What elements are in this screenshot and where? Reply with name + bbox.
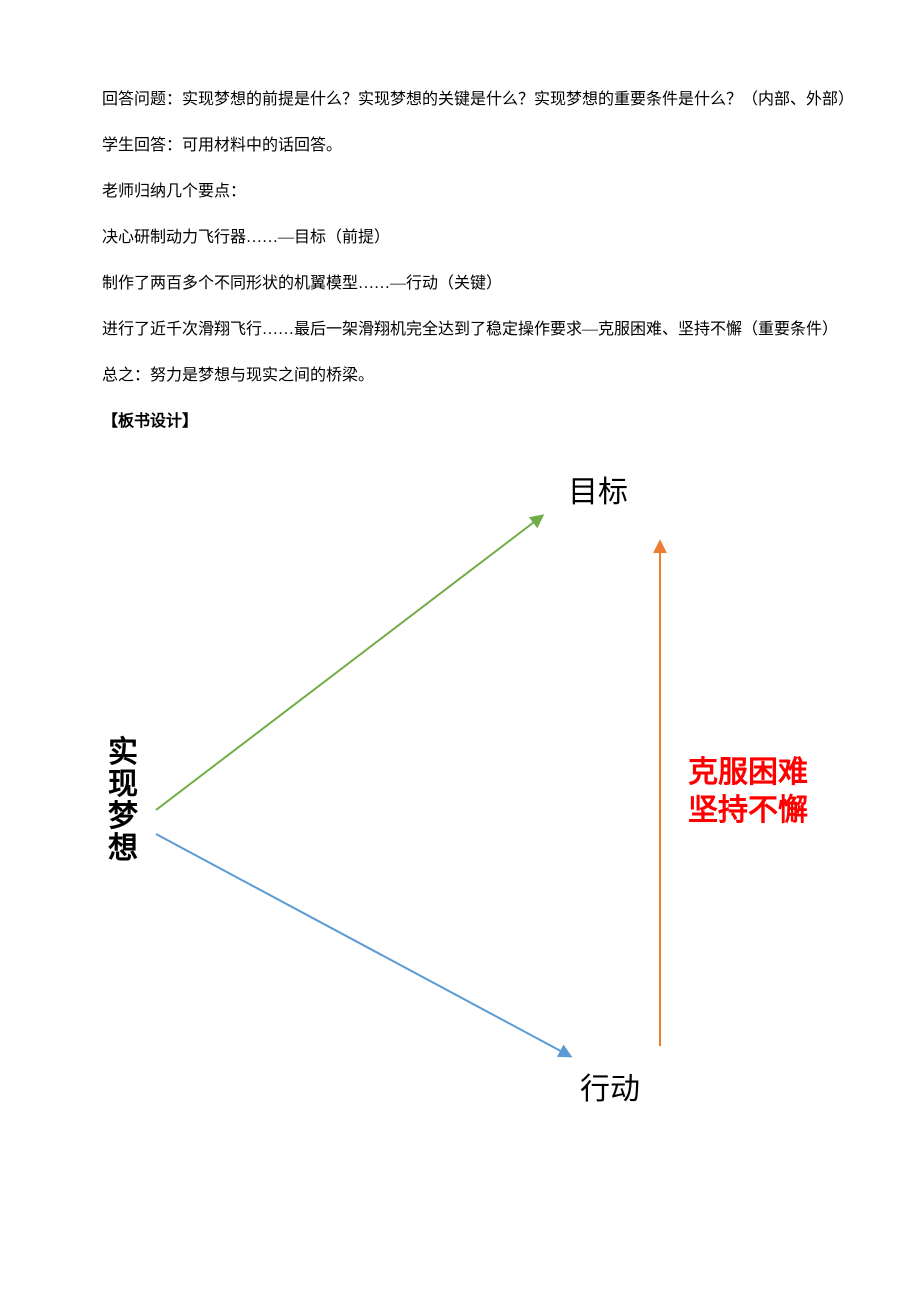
diagram-svg: 目标行动 实现梦想 克服困难坚持不懈 bbox=[70, 444, 850, 1124]
paragraph-student-answer: 学生回答：可用材料中的话回答。 bbox=[70, 134, 850, 158]
paragraph-summary: 总之：努力是梦想与现实之间的桥梁。 bbox=[70, 364, 850, 388]
diagram-label-right_line2: 坚持不懈 bbox=[688, 793, 808, 827]
diagram-label-left_line2: 现 bbox=[108, 768, 138, 801]
diagram-label-left_line4: 想 bbox=[108, 832, 138, 865]
arrow-blue bbox=[156, 834, 570, 1056]
paragraph-point-goal: 决心研制动力飞行器……—目标（前提） bbox=[70, 226, 850, 250]
board-design-diagram: 目标行动 实现梦想 克服困难坚持不懈 bbox=[70, 444, 850, 1124]
paragraph-point-action: 制作了两百多个不同形状的机翼模型……—行动（关键） bbox=[70, 272, 850, 296]
diagram-label-left_line1: 实 bbox=[108, 735, 138, 769]
diagram-label-bottom: 行动 bbox=[580, 1073, 640, 1106]
diagram-label-right_line1: 克服困难 bbox=[688, 756, 808, 789]
document-page: 回答问题：实现梦想的前提是什么？实现梦想的关键是什么？实现梦想的重要条件是什么？… bbox=[0, 0, 920, 1302]
paragraph-point-persist: 进行了近千次滑翔飞行……最后一架滑翔机完全达到了稳定操作要求—克服困难、坚持不懈… bbox=[70, 318, 850, 342]
paragraph-question: 回答问题：实现梦想的前提是什么？实现梦想的关键是什么？实现梦想的重要条件是什么？… bbox=[70, 88, 850, 112]
arrow-green bbox=[156, 516, 542, 810]
board-design-heading: 【板书设计】 bbox=[70, 410, 850, 434]
diagram-label-left_line3: 梦 bbox=[108, 800, 138, 833]
paragraph-teacher-intro: 老师归纳几个要点： bbox=[70, 180, 850, 204]
diagram-label-top: 目标 bbox=[568, 476, 628, 509]
